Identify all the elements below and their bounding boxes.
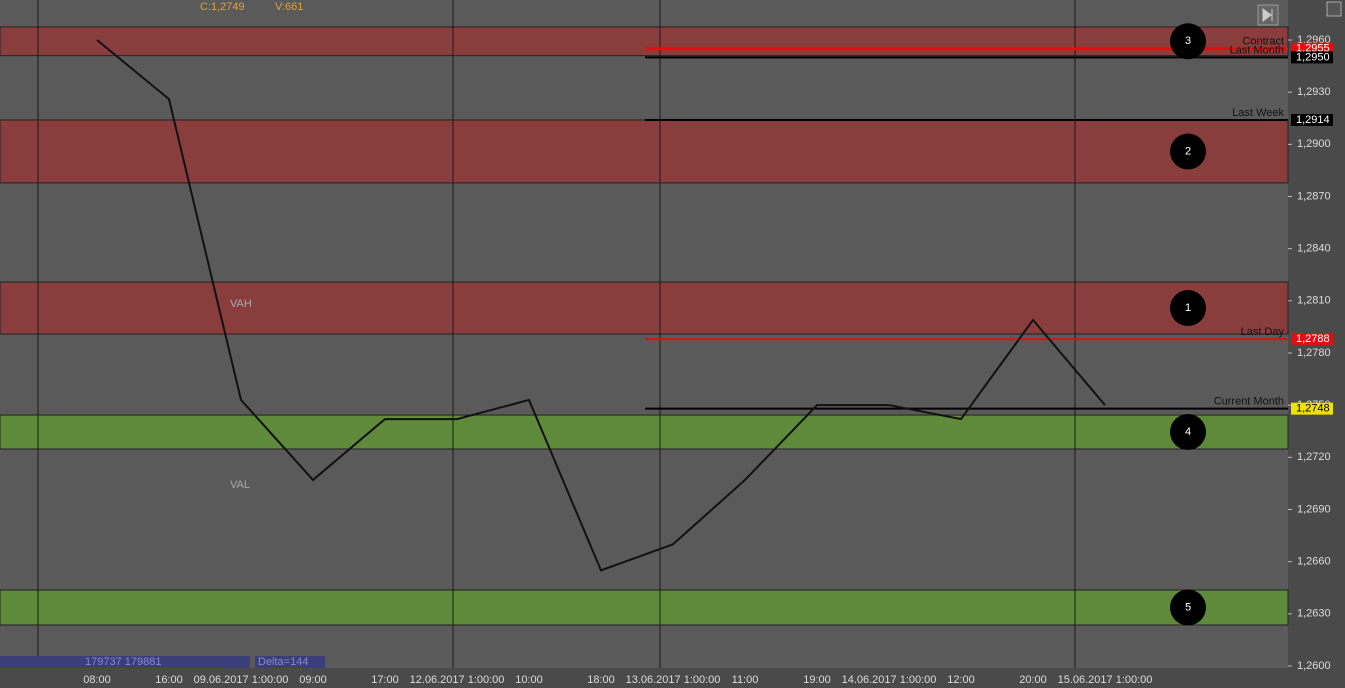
- price-tag: [1291, 402, 1333, 415]
- y-tick-label: 1,2660: [1297, 556, 1331, 568]
- x-tick-label: 12.06.2017 1:00:00: [410, 674, 505, 686]
- day-separators: [37, 0, 1076, 668]
- price-tag-label: 1,2748: [1296, 403, 1330, 415]
- time-axis-bg: [0, 668, 1288, 688]
- zone-badge: [1170, 133, 1206, 170]
- x-tick-label: 13.06.2017 1:00:00: [626, 674, 721, 686]
- level-name: Last Month: [1230, 44, 1284, 56]
- scroll-end-icon: [1262, 8, 1273, 22]
- x-tick-label: 15.06.2017 1:00:00: [1058, 674, 1153, 686]
- y-tick-label: 1,2810: [1297, 295, 1331, 307]
- price-line: [96, 39, 1106, 572]
- zones: [0, 26, 1289, 626]
- grid: [1288, 39, 1292, 667]
- val-label: VAL: [230, 479, 250, 491]
- zone-number: 2: [1185, 145, 1191, 157]
- price-tag: [1291, 51, 1333, 64]
- level-name: Last Day: [1241, 326, 1285, 338]
- price-tag-label: 1,2788: [1296, 333, 1330, 345]
- vah-label: VAH: [230, 298, 252, 310]
- zone: [0, 414, 1289, 450]
- y-tick-label: 1,2780: [1297, 347, 1331, 359]
- volume-label: V:661: [275, 1, 303, 13]
- y-tick-label: 1,2930: [1297, 86, 1331, 98]
- x-tick-label: 09:00: [299, 674, 327, 686]
- x-tick-label: 20:00: [1019, 674, 1047, 686]
- x-tick-label: 19:00: [803, 674, 831, 686]
- zone: [0, 589, 1289, 626]
- price-tag: [1291, 333, 1333, 346]
- x-tick-label: 09.06.2017 1:00:00: [194, 674, 289, 686]
- zone-number: 1: [1185, 302, 1191, 314]
- price-tag-label: 1,2950: [1296, 51, 1330, 63]
- zone-number: 4: [1185, 426, 1191, 438]
- footer-box: [0, 656, 250, 668]
- zone: [0, 281, 1289, 335]
- zone: [0, 26, 1289, 57]
- zone-number: 3: [1185, 35, 1191, 47]
- x-tick-label: 08:00: [83, 674, 111, 686]
- price-tag-label: 1,2914: [1296, 114, 1330, 126]
- x-tick-label: 11:00: [732, 674, 759, 686]
- footer-box: [255, 656, 325, 668]
- y-tick-label: 1,2600: [1297, 660, 1331, 672]
- x-tick-label: 12:00: [947, 674, 975, 686]
- x-tick-label: 18:00: [587, 674, 615, 686]
- y-tick-label: 1,2720: [1297, 451, 1331, 463]
- y-tick-label: 1,2840: [1297, 243, 1331, 255]
- zone-badge: [1170, 23, 1206, 60]
- x-tick-label: 14.06.2017 1:00:00: [842, 674, 937, 686]
- level-name: Last Week: [1232, 107, 1284, 119]
- zone: [0, 119, 1289, 184]
- x-tick-label: 10:00: [515, 674, 543, 686]
- footer-volume: 179737 179881: [85, 656, 161, 668]
- level-name: Contract: [1242, 36, 1284, 48]
- x-tick-label: 16:00: [155, 674, 183, 686]
- zone-number: 5: [1185, 601, 1191, 613]
- zone-badge: [1170, 414, 1206, 451]
- y-tick-label: 1,2870: [1297, 190, 1331, 202]
- level-name: Current Month: [1214, 396, 1284, 408]
- zone-badge: [1170, 290, 1206, 327]
- y-tick-label: 1,2630: [1297, 608, 1331, 620]
- zone-badge: [1170, 589, 1206, 626]
- price-tag: [1291, 113, 1333, 126]
- settings-button[interactable]: [1326, 1, 1342, 17]
- x-tick-label: 17:00: [371, 674, 399, 686]
- close-label: C:1,2749: [200, 1, 245, 13]
- y-tick-label: 1,2690: [1297, 503, 1331, 515]
- y-tick-label: 1,2900: [1297, 138, 1331, 150]
- footer-delta: Delta=144: [258, 656, 308, 668]
